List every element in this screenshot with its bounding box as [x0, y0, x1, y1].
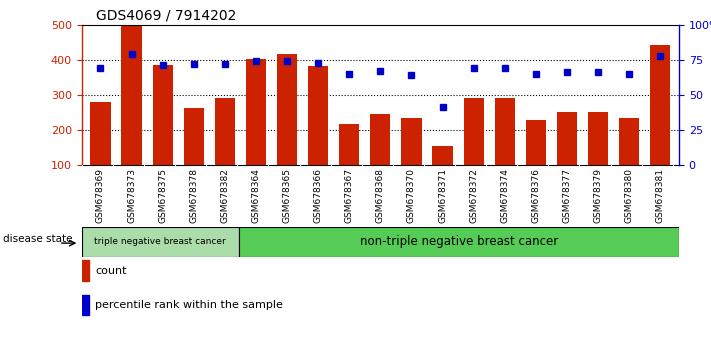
- Text: GSM678367: GSM678367: [345, 168, 354, 223]
- Text: GDS4069 / 7914202: GDS4069 / 7914202: [96, 9, 236, 23]
- Bar: [402, 118, 422, 165]
- Bar: [588, 112, 608, 165]
- Text: GSM678373: GSM678373: [127, 168, 136, 223]
- Bar: [619, 118, 639, 165]
- Text: GSM678375: GSM678375: [158, 168, 167, 223]
- Text: GSM678378: GSM678378: [189, 168, 198, 223]
- Bar: [82, 295, 89, 315]
- Bar: [153, 65, 173, 165]
- Text: percentile rank within the sample: percentile rank within the sample: [95, 300, 283, 310]
- Bar: [183, 108, 204, 165]
- Bar: [464, 98, 483, 165]
- Text: GSM678370: GSM678370: [407, 168, 416, 223]
- Text: disease state: disease state: [4, 234, 73, 244]
- Bar: [370, 114, 390, 165]
- Text: GSM678372: GSM678372: [469, 168, 479, 223]
- Text: GSM678377: GSM678377: [562, 168, 572, 223]
- Text: GSM678371: GSM678371: [438, 168, 447, 223]
- Text: GSM678382: GSM678382: [220, 168, 230, 223]
- Bar: [495, 98, 515, 165]
- Bar: [246, 59, 266, 165]
- Text: non-triple negative breast cancer: non-triple negative breast cancer: [360, 235, 558, 248]
- Text: GSM678366: GSM678366: [314, 168, 323, 223]
- Bar: [82, 227, 239, 257]
- Text: count: count: [95, 266, 127, 276]
- Bar: [122, 26, 141, 165]
- Text: GSM678364: GSM678364: [252, 168, 260, 223]
- Text: GSM678381: GSM678381: [656, 168, 665, 223]
- Bar: [90, 102, 110, 165]
- Bar: [308, 66, 328, 165]
- Text: GSM678368: GSM678368: [376, 168, 385, 223]
- Text: triple negative breast cancer: triple negative breast cancer: [95, 237, 226, 246]
- Text: GSM678379: GSM678379: [594, 168, 603, 223]
- Bar: [339, 124, 359, 165]
- Bar: [239, 227, 679, 257]
- Bar: [651, 45, 670, 165]
- Bar: [215, 98, 235, 165]
- Bar: [277, 54, 297, 165]
- Text: GSM678365: GSM678365: [282, 168, 292, 223]
- Bar: [526, 120, 546, 165]
- Text: GSM678369: GSM678369: [96, 168, 105, 223]
- Bar: [557, 112, 577, 165]
- Text: GSM678380: GSM678380: [625, 168, 634, 223]
- Bar: [432, 146, 453, 165]
- Text: GSM678376: GSM678376: [531, 168, 540, 223]
- Text: GSM678374: GSM678374: [501, 168, 509, 223]
- Bar: [82, 261, 89, 281]
